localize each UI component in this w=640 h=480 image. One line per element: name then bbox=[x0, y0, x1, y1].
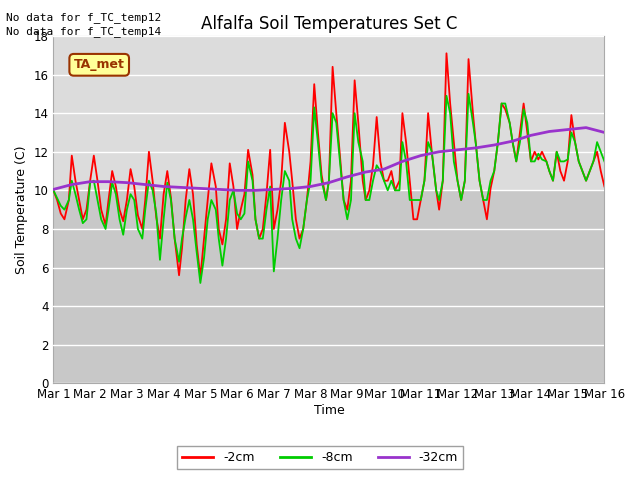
X-axis label: Time: Time bbox=[314, 404, 344, 417]
Text: No data for f_TC_temp12: No data for f_TC_temp12 bbox=[6, 12, 162, 23]
Title: Alfalfa Soil Temperatures Set C: Alfalfa Soil Temperatures Set C bbox=[201, 15, 457, 33]
Text: TA_met: TA_met bbox=[74, 58, 125, 72]
Text: No data for f_TC_temp14: No data for f_TC_temp14 bbox=[6, 26, 162, 37]
Bar bbox=[53, 191, 604, 384]
Legend: -2cm, -8cm, -32cm: -2cm, -8cm, -32cm bbox=[177, 446, 463, 469]
Y-axis label: Soil Temperature (C): Soil Temperature (C) bbox=[15, 145, 28, 274]
